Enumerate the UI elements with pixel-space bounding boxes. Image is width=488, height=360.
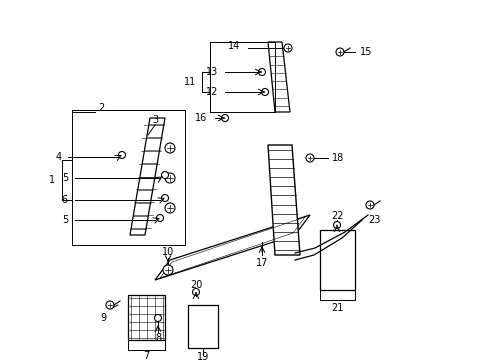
Circle shape — [261, 89, 268, 95]
Circle shape — [118, 152, 125, 158]
Polygon shape — [319, 230, 354, 290]
Circle shape — [305, 154, 313, 162]
Polygon shape — [155, 215, 309, 280]
Circle shape — [161, 194, 168, 202]
Text: 9: 9 — [100, 313, 106, 323]
Circle shape — [161, 171, 168, 179]
Polygon shape — [267, 145, 299, 255]
Circle shape — [335, 48, 343, 56]
Circle shape — [164, 143, 175, 153]
Text: 1: 1 — [49, 175, 55, 185]
Text: 12: 12 — [205, 87, 218, 97]
Text: 17: 17 — [255, 258, 267, 268]
Circle shape — [164, 173, 175, 183]
Text: 10: 10 — [162, 247, 174, 257]
Text: 16: 16 — [194, 113, 206, 123]
Text: 19: 19 — [197, 352, 209, 360]
Polygon shape — [130, 118, 164, 235]
Text: 13: 13 — [205, 67, 218, 77]
Text: 20: 20 — [189, 280, 202, 290]
Text: 3: 3 — [152, 115, 158, 125]
Circle shape — [365, 201, 373, 209]
Text: 4: 4 — [56, 152, 62, 162]
Text: 18: 18 — [331, 153, 344, 163]
Text: 23: 23 — [367, 215, 379, 225]
Circle shape — [258, 68, 265, 76]
Text: 14: 14 — [227, 41, 240, 51]
Text: 6: 6 — [62, 195, 68, 205]
Text: 22: 22 — [330, 211, 343, 221]
Text: 8: 8 — [155, 333, 161, 343]
Circle shape — [192, 288, 199, 296]
Text: 21: 21 — [330, 303, 343, 313]
Circle shape — [163, 265, 173, 275]
Text: 15: 15 — [359, 47, 372, 57]
Text: 7: 7 — [142, 351, 149, 360]
Circle shape — [164, 203, 175, 213]
Circle shape — [154, 315, 161, 321]
Text: 5: 5 — [61, 215, 68, 225]
Text: 2: 2 — [98, 103, 104, 113]
Circle shape — [333, 221, 340, 229]
Circle shape — [156, 215, 163, 221]
Text: 11: 11 — [183, 77, 196, 87]
Circle shape — [221, 114, 228, 122]
Polygon shape — [187, 305, 218, 348]
Circle shape — [284, 44, 291, 52]
Polygon shape — [267, 42, 289, 112]
Polygon shape — [128, 295, 164, 340]
Text: 5: 5 — [61, 173, 68, 183]
Circle shape — [106, 301, 114, 309]
